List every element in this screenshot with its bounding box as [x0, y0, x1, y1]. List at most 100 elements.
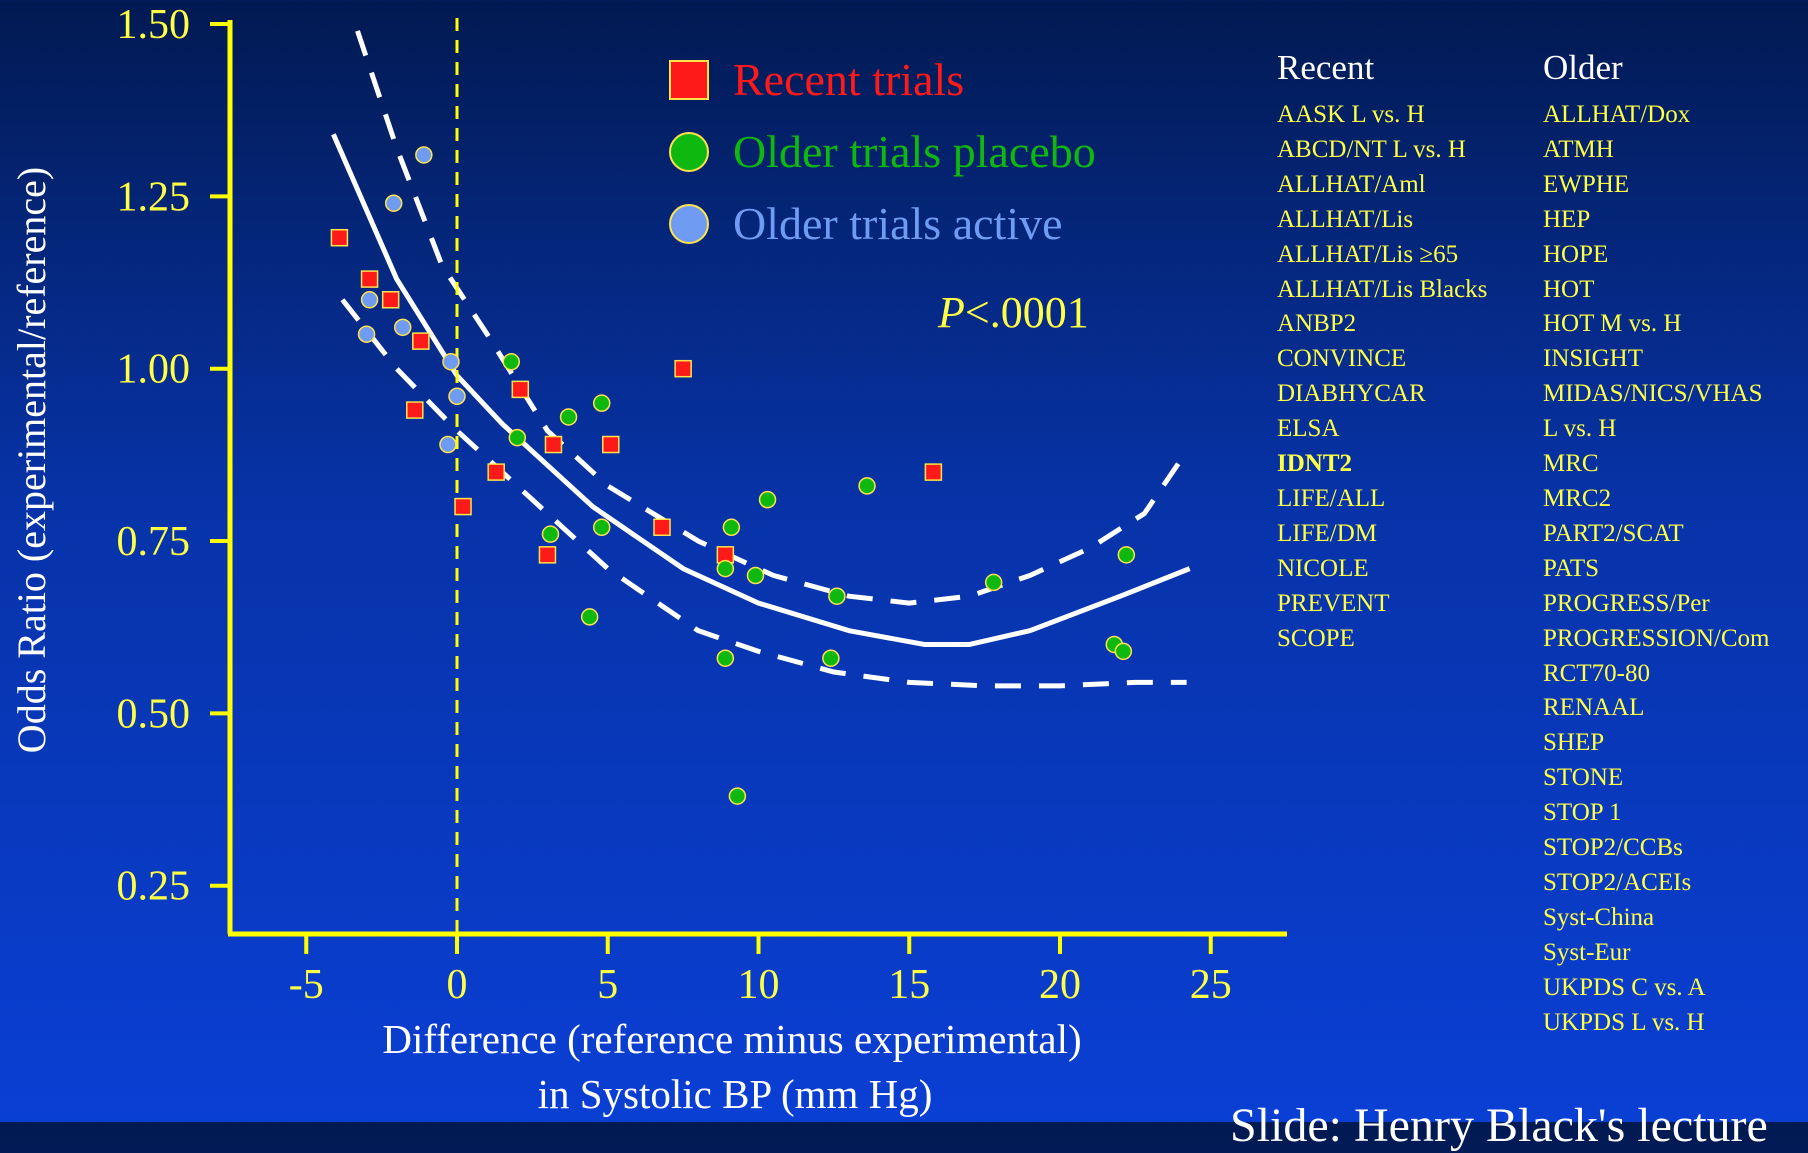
- older-list-header: Older: [1543, 48, 1623, 87]
- p-value-annotation: P<.0001: [937, 288, 1089, 337]
- confidence-band-curve: [340, 298, 1187, 689]
- older-placebo-point: [1114, 642, 1133, 661]
- trial-name: IDNT2: [1277, 450, 1353, 478]
- y-tick-label: 1.25: [117, 174, 191, 220]
- recent-trial-point: [602, 435, 620, 454]
- legend-marker-square: [669, 60, 709, 100]
- legend-marker-circle: [669, 132, 709, 172]
- recent-trial-point: [454, 497, 472, 516]
- older-placebo-point: [541, 525, 560, 543]
- older-placebo-point: [1117, 546, 1136, 564]
- trial-name: DIABHYCAR: [1277, 380, 1426, 408]
- y-axis-label: Odds Ratio (experimental/reference): [9, 167, 54, 753]
- trial-name: PROGRESS/Per: [1543, 589, 1710, 617]
- trial-name: ABCD/NT L vs. H: [1277, 135, 1466, 163]
- recent-trials-list: Recent AASK L vs. H ABCD/NT L vs. H ALLHAT…: [1277, 48, 1487, 657]
- trial-name: LIFE/DM: [1277, 519, 1377, 547]
- older-placebo-point: [746, 566, 765, 585]
- recent-trial-point: [487, 463, 505, 481]
- older-trial-items: ALLHAT/Dox ATMH EWPHE HEP HOPE HOT HOT M vs. H…: [1543, 98, 1769, 1040]
- y-tick-label: 1.00: [117, 347, 191, 393]
- trial-name: PREVENT: [1277, 589, 1390, 617]
- p-value-text: <.0001: [965, 288, 1089, 337]
- trial-name: SHEP: [1543, 729, 1605, 757]
- older-active-point: [448, 387, 466, 406]
- older-placebo-point: [580, 608, 599, 626]
- trial-name: INSIGHT: [1543, 345, 1643, 373]
- older-placebo-point: [502, 353, 521, 371]
- y-tick-label: 0.50: [117, 691, 191, 737]
- older-active-point: [393, 318, 412, 337]
- older-placebo-point: [716, 559, 735, 578]
- x-tick-label: 15: [888, 962, 930, 1008]
- recent-trial-point: [653, 518, 671, 537]
- legend: Recent trials Older trials placebo Older t…: [669, 54, 1096, 249]
- recent-trial-point: [538, 546, 557, 564]
- trial-name: MRC2: [1543, 484, 1612, 512]
- data-points: [330, 146, 1136, 805]
- recent-trial-point: [330, 228, 349, 247]
- older-placebo-point: [828, 587, 846, 605]
- slide-credit: Slide: Henry Black's lecture: [1230, 1099, 1768, 1152]
- trial-name: STOP2/ACEIs: [1543, 868, 1692, 896]
- older-active-point: [415, 146, 433, 164]
- older-active-point: [384, 194, 403, 212]
- recent-trial-point: [674, 359, 692, 378]
- older-placebo-point: [984, 573, 1003, 592]
- trial-name: PROGRESSION/Com: [1543, 624, 1770, 652]
- recent-list-header: Recent: [1277, 48, 1375, 87]
- odds-ratio-chart: -5 0 5 10 15 20 25 0.25 0.50 0.75 1.00 1.25 1.50 Rec…: [9, 2, 1287, 1117]
- p-value-italic: P: [937, 288, 965, 337]
- trial-name: MIDAS/NICS/VHAS: [1543, 380, 1763, 408]
- older-placebo-point: [722, 518, 741, 537]
- older-placebo-point: [508, 428, 527, 447]
- trial-name: STOP 1: [1543, 799, 1622, 827]
- y-tick-label: 1.50: [117, 2, 191, 48]
- older-placebo-point: [758, 490, 777, 509]
- older-placebo-point: [716, 649, 735, 667]
- trial-name: ALLHAT/Lis ≥65: [1277, 240, 1459, 268]
- recent-trial-items: AASK L vs. H ABCD/NT L vs. H ALLHAT/Aml ALL…: [1277, 98, 1487, 657]
- recent-trial-point: [511, 380, 530, 399]
- y-tick-label: 0.75: [117, 519, 191, 565]
- tick-labels: -5 0 5 10 15 20 25 0.25 0.50 0.75 1.00 1.25 1.50: [117, 2, 1232, 1008]
- trial-name: AASK L vs. H: [1277, 101, 1425, 128]
- older-active-point: [442, 353, 460, 371]
- trial-name: ALLHAT/Aml: [1277, 170, 1426, 198]
- recent-trial-point: [924, 463, 943, 481]
- x-axis-label-line1: Difference (reference minus experimental…: [382, 1016, 1081, 1062]
- trial-name: EWPHE: [1543, 170, 1630, 198]
- older-active-point: [439, 435, 457, 454]
- trial-name: NICOLE: [1277, 554, 1369, 582]
- x-tick-label: 10: [738, 962, 780, 1008]
- legend-marker-circle: [669, 204, 709, 244]
- trial-name: HEP: [1543, 205, 1591, 233]
- x-axis-label-line2: in Systolic BP (mm Hg): [538, 1071, 933, 1117]
- trial-name: ALLHAT/Lis Blacks: [1277, 275, 1488, 303]
- trial-name: PATS: [1543, 554, 1600, 582]
- x-tick-label: 25: [1190, 962, 1232, 1008]
- trial-name: MRC: [1543, 450, 1599, 478]
- legend-label: Older trials placebo: [733, 126, 1096, 177]
- older-placebo-point: [728, 787, 747, 805]
- trial-name: PART2/SCAT: [1543, 519, 1684, 547]
- trial-name: SCOPE: [1277, 624, 1355, 652]
- x-tick-label: -5: [289, 962, 324, 1008]
- trial-name: ALLHAT/Lis: [1277, 205, 1414, 233]
- trial-name: UKPDS C vs. A: [1543, 973, 1706, 1001]
- trial-name: L vs. H: [1543, 415, 1617, 443]
- trial-name: STOP2/CCBs: [1543, 834, 1683, 862]
- trial-name: CONVINCE: [1277, 345, 1407, 373]
- older-placebo-point: [858, 477, 876, 495]
- trial-name: RCT70-80: [1543, 659, 1650, 687]
- trial-name: STONE: [1543, 764, 1624, 792]
- trial-name: HOPE: [1543, 240, 1609, 268]
- trial-name: ALLHAT/Dox: [1543, 101, 1691, 128]
- older-trials-list: Older ALLHAT/Dox ATMH EWPHE HEP HOPE HOT HOT M…: [1543, 48, 1769, 1040]
- legend-label: Older trials active: [733, 198, 1063, 249]
- x-tick-label: 0: [447, 962, 468, 1008]
- older-placebo-point: [592, 394, 611, 412]
- recent-trial-point: [412, 332, 430, 350]
- older-placebo-point: [559, 408, 578, 426]
- trial-name: HOT M vs. H: [1543, 310, 1682, 338]
